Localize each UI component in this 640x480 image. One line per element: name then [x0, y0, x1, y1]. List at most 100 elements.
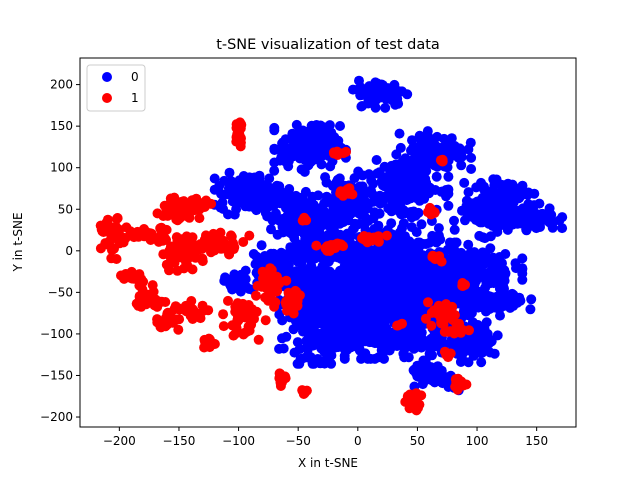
point-series-1-c13-23: [266, 267, 277, 278]
point-series-1-c19-3: [299, 214, 310, 225]
point-series-1-c7-27: [138, 276, 149, 287]
point-series-0-c18-77: [321, 208, 332, 219]
point-series-0-c3-122: [269, 122, 280, 133]
point-series-0-c16-57: [256, 240, 267, 251]
point-series-0-c18-69: [327, 180, 338, 191]
point-series-0-c1-279: [298, 326, 308, 337]
point-series-1-c2-21: [194, 213, 205, 224]
point-series-0-c7-109: [271, 196, 282, 207]
point-series-0-c6-89: [209, 173, 220, 184]
point-series-1-c3-17: [189, 201, 200, 212]
point-series-0-c3-116: [269, 143, 280, 154]
point-series-1-c4-57: [181, 238, 191, 249]
point-series-1-c16-5: [301, 385, 312, 396]
point-series-0-c21-76: [304, 233, 315, 244]
point-series-0-c2-60: [396, 237, 407, 248]
point-series-0-c2-248: [385, 283, 396, 293]
point-series-1-c5-29: [238, 237, 249, 247]
point-series-0-c11-107: [425, 273, 436, 284]
point-series-1-c14-19: [281, 296, 292, 307]
point-series-1-c25-7: [422, 207, 433, 218]
point-series-1-c9-21: [186, 296, 197, 306]
point-series-1-c11-15: [235, 141, 246, 152]
point-series-0-c7-93: [272, 229, 283, 240]
point-series-0-c16-66: [259, 251, 270, 261]
point-series-0-c1-296: [320, 272, 331, 283]
point-series-0-c2-182: [394, 271, 405, 282]
point-series-0-c17-38: [443, 200, 454, 211]
point-series-0-c14-47: [408, 365, 419, 376]
point-series-0-c7-149: [289, 211, 300, 221]
point-series-0-c7-82: [266, 224, 276, 235]
point-series-1-c0-38: [103, 225, 114, 236]
point-series-1-c12-12: [218, 321, 229, 332]
x-tick-label--100: −100: [222, 434, 255, 448]
point-series-0-c17-153: [431, 171, 442, 182]
point-series-0-c21-11: [293, 252, 304, 263]
point-series-0-c13-34: [476, 357, 487, 368]
point-series-0-c16-92: [282, 264, 293, 275]
point-series-0-c6-149: [209, 184, 220, 195]
point-series-0-c11-140: [466, 270, 477, 281]
point-series-0-c6-136: [238, 193, 249, 204]
point-series-0-c12-91: [526, 294, 537, 305]
point-series-0-c18-61: [349, 173, 360, 184]
point-series-0-c5-118: [421, 141, 432, 151]
point-series-0-c4-81: [354, 75, 364, 86]
point-series-0-c17-194: [372, 168, 383, 179]
point-series-0-c1-290: [343, 279, 354, 290]
point-series-0-c1-78: [360, 276, 370, 287]
point-series-0-c1-298: [341, 298, 352, 309]
point-series-0-c1-272: [293, 317, 304, 328]
point-series-1-c17-3: [311, 240, 322, 251]
point-series-0-c3-145: [280, 134, 291, 145]
point-series-0-c11-65: [427, 284, 438, 295]
point-series-0-c17-195: [402, 190, 413, 201]
point-series-1-c12-34: [245, 310, 256, 321]
point-series-0-c20-143: [449, 338, 460, 349]
point-series-0-c13-73: [478, 322, 489, 333]
point-series-0-c12-65: [525, 304, 536, 315]
x-tick-label--150: −150: [162, 434, 195, 448]
x-tick-label-50: 50: [410, 434, 425, 448]
point-series-0-c20-138: [433, 334, 444, 345]
point-series-0-c9-73: [534, 198, 545, 209]
point-series-0-c2-251: [394, 285, 405, 296]
point-series-0-c7-145: [289, 226, 300, 237]
point-series-1-c28-7: [452, 384, 463, 395]
y-axis-ticks: −200 −150 −100 −50 0 50 100 150 200: [40, 78, 80, 424]
point-series-0-c17-188: [383, 175, 394, 186]
point-series-0-c10-51: [498, 194, 509, 205]
point-series-0-c9-87: [546, 209, 557, 220]
x-tick-label-0: 0: [354, 434, 362, 448]
point-series-0-c19-29: [227, 284, 238, 295]
point-series-0-c20-148: [339, 341, 350, 352]
legend-box: [86, 64, 146, 112]
point-series-0-c11-134: [488, 260, 499, 271]
points-layer: [95, 75, 568, 416]
point-series-0-c3-138: [319, 122, 330, 133]
point-series-1-c22-35: [437, 317, 448, 328]
point-series-0-c11-149: [418, 257, 428, 268]
point-series-0-c14-46: [423, 371, 434, 382]
point-series-0-c20-135: [427, 350, 437, 361]
y-tick-label--200: −200: [40, 410, 73, 424]
point-series-0-c1-284: [281, 331, 292, 342]
point-series-0-c11-148: [499, 265, 510, 276]
point-series-0-c5-108: [446, 133, 457, 144]
x-tick-label--200: −200: [103, 434, 136, 448]
point-series-0-c2-218: [367, 311, 378, 322]
point-series-0-c6-8: [224, 167, 235, 178]
point-series-0-c14-48: [428, 363, 438, 374]
point-series-0-c0-468: [416, 219, 427, 230]
point-series-0-c20-129: [414, 338, 425, 349]
point-series-0-c3-177: [313, 136, 324, 146]
point-series-0-c0-875: [352, 219, 363, 230]
point-series-0-c6-146: [229, 182, 240, 193]
point-series-0-c20-95: [354, 343, 365, 354]
point-series-0-c17-187: [382, 191, 393, 201]
point-series-0-c17-176: [395, 179, 406, 190]
point-series-0-c5-113: [449, 141, 460, 151]
point-series-1-c14-10: [281, 275, 292, 286]
point-series-0-c0-888: [359, 285, 370, 296]
